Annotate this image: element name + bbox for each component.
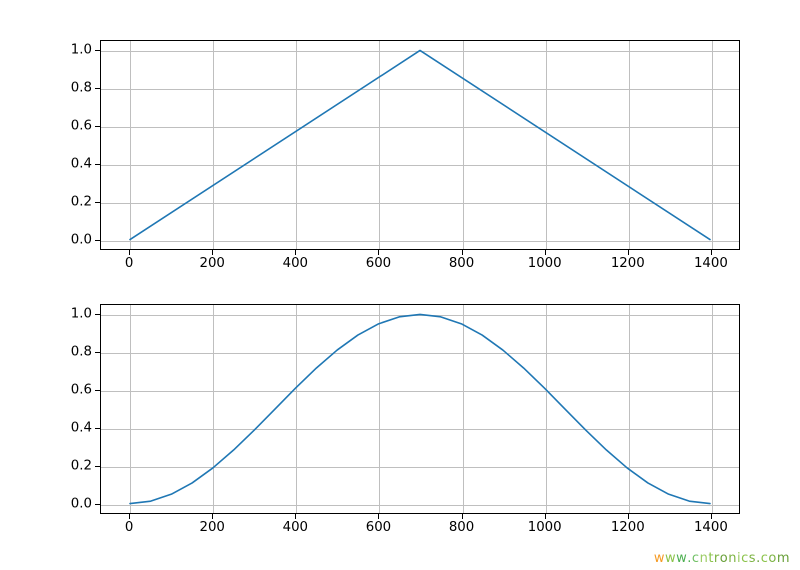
- ytick: [95, 466, 100, 467]
- watermark-char: .: [756, 551, 761, 566]
- ytick-label: 0.2: [71, 195, 92, 210]
- ytick: [95, 314, 100, 315]
- xtick-label: 600: [366, 256, 391, 271]
- xtick-label: 1400: [694, 520, 728, 535]
- ytick-label: 0.6: [71, 118, 92, 133]
- watermark-char: n: [728, 551, 737, 566]
- xtick: [295, 514, 296, 519]
- xtick: [295, 250, 296, 255]
- xtick-label: 1200: [611, 256, 645, 271]
- ytick-label: 1.0: [71, 42, 92, 57]
- ytick: [95, 126, 100, 127]
- chart-panel-bottom: 02004006008001000120014000.00.20.40.60.8…: [100, 304, 740, 514]
- xtick: [545, 514, 546, 519]
- xtick-label: 400: [283, 256, 308, 271]
- ytick-label: 0.0: [71, 497, 92, 512]
- xtick-label: 1000: [528, 256, 562, 271]
- xtick: [378, 250, 379, 255]
- xtick: [462, 514, 463, 519]
- watermark-char: c: [761, 551, 769, 566]
- xtick-label: 200: [199, 520, 224, 535]
- plot-area-bottom: [100, 304, 740, 514]
- ytick-label: 0.4: [71, 157, 92, 172]
- xtick-label: 600: [366, 520, 391, 535]
- figure: 02004006008001000120014000.00.20.40.60.8…: [0, 0, 800, 570]
- line-series-top: [101, 41, 739, 249]
- chart-panel-top: 02004006008001000120014000.00.20.40.60.8…: [100, 40, 740, 250]
- ytick-label: 0.8: [71, 80, 92, 95]
- watermark-char: m: [777, 551, 790, 566]
- ytick: [95, 390, 100, 391]
- watermark-char: w: [654, 551, 665, 566]
- watermark-char: r: [714, 551, 720, 566]
- xtick-label: 200: [199, 256, 224, 271]
- xtick-label: 800: [449, 520, 474, 535]
- xtick: [462, 250, 463, 255]
- xtick-label: 0: [125, 520, 133, 535]
- xtick-label: 0: [125, 256, 133, 271]
- plot-area-top: [100, 40, 740, 250]
- xtick: [129, 250, 130, 255]
- watermark-char: t: [708, 551, 714, 566]
- xtick: [212, 250, 213, 255]
- xtick: [545, 250, 546, 255]
- watermark-char: .: [687, 551, 692, 566]
- xtick-label: 400: [283, 520, 308, 535]
- ytick: [95, 50, 100, 51]
- xtick: [129, 514, 130, 519]
- xtick-label: 1000: [528, 520, 562, 535]
- watermark-char: s: [749, 551, 756, 566]
- ytick: [95, 164, 100, 165]
- ytick: [95, 88, 100, 89]
- watermark-char: i: [737, 551, 741, 566]
- xtick: [628, 250, 629, 255]
- watermark-char: c: [741, 551, 749, 566]
- xtick: [378, 514, 379, 519]
- ytick-label: 0.6: [71, 382, 92, 397]
- ytick: [95, 428, 100, 429]
- xtick: [711, 250, 712, 255]
- ytick: [95, 504, 100, 505]
- ytick: [95, 202, 100, 203]
- watermark-char: w: [676, 551, 687, 566]
- watermark-text: www.cntronics.com: [654, 551, 790, 566]
- xtick: [628, 514, 629, 519]
- xtick: [212, 514, 213, 519]
- ytick-label: 1.0: [71, 306, 92, 321]
- watermark-char: c: [692, 551, 700, 566]
- watermark-char: o: [720, 551, 728, 566]
- series-raised-cosine: [130, 314, 710, 503]
- ytick-label: 0.4: [71, 421, 92, 436]
- ytick-label: 0.0: [71, 233, 92, 248]
- xtick-label: 800: [449, 256, 474, 271]
- xtick: [711, 514, 712, 519]
- ytick: [95, 352, 100, 353]
- ytick-label: 0.2: [71, 459, 92, 474]
- xtick-label: 1400: [694, 256, 728, 271]
- line-series-bottom: [101, 305, 739, 513]
- xtick-label: 1200: [611, 520, 645, 535]
- ytick: [95, 240, 100, 241]
- watermark-char: n: [700, 551, 709, 566]
- watermark-char: o: [768, 551, 776, 566]
- watermark-char: w: [665, 551, 676, 566]
- ytick-label: 0.8: [71, 344, 92, 359]
- series-triangle: [130, 50, 710, 239]
